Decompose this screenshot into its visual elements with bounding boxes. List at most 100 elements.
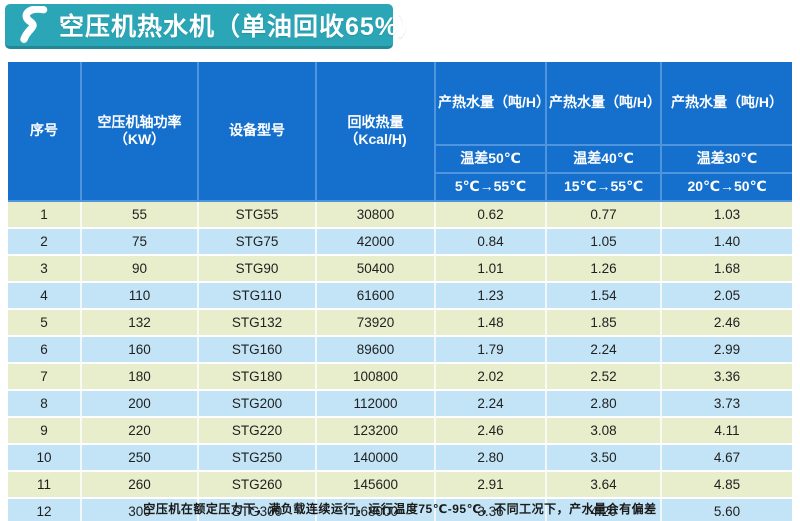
cell-model: STG55 <box>199 202 317 229</box>
table-row: 12 300 STG300 168000 3.36 4.20 5.60 <box>8 499 792 521</box>
cell-recovered-heat: 123200 <box>317 418 436 445</box>
header-range-40: 15℃→55℃ <box>547 174 662 202</box>
logo-icon <box>20 6 48 43</box>
cell-seq: 11 <box>8 472 82 499</box>
cell-model: STG90 <box>199 256 317 283</box>
cell-hot-water-50: 2.46 <box>436 418 547 445</box>
cell-hot-water-40: 4.20 <box>547 499 662 521</box>
cell-hot-water-30: 4.85 <box>662 472 792 499</box>
cell-recovered-heat: 100800 <box>317 364 436 391</box>
header-recovered-heat-line2: （Kcal/H) <box>344 131 407 147</box>
table-row: 10 250 STG250 140000 2.80 3.50 4.67 <box>8 445 792 472</box>
cell-seq: 2 <box>8 229 82 256</box>
header-shaft-power-line1: 空压机轴功率 <box>97 113 182 130</box>
cell-shaft-power: 160 <box>82 337 199 364</box>
header-model: 设备型号 <box>199 62 317 202</box>
header-hot-water-40: 产热水量（吨/H） <box>547 62 662 146</box>
cell-shaft-power: 55 <box>82 202 199 229</box>
cell-recovered-heat: 30800 <box>317 202 436 229</box>
cell-hot-water-30: 1.68 <box>662 256 792 283</box>
cell-hot-water-50: 1.48 <box>436 310 547 337</box>
cell-hot-water-50: 2.91 <box>436 472 547 499</box>
cell-recovered-heat: 89600 <box>317 337 436 364</box>
table-row: 11 260 STG260 145600 2.91 3.64 4.85 <box>8 472 792 499</box>
cell-hot-water-50: 0.84 <box>436 229 547 256</box>
cell-recovered-heat: 112000 <box>317 391 436 418</box>
cell-hot-water-40: 1.26 <box>547 256 662 283</box>
cell-hot-water-30: 4.67 <box>662 445 792 472</box>
cell-recovered-heat: 61600 <box>317 283 436 310</box>
cell-model: STG260 <box>199 472 317 499</box>
cell-recovered-heat: 140000 <box>317 445 436 472</box>
cell-hot-water-50: 1.79 <box>436 337 547 364</box>
header-diff-50: 温差50℃ <box>436 146 547 174</box>
cell-shaft-power: 300 <box>82 499 199 521</box>
cell-hot-water-30: 2.05 <box>662 283 792 310</box>
cell-hot-water-30: 1.03 <box>662 202 792 229</box>
cell-seq: 10 <box>8 445 82 472</box>
cell-hot-water-50: 2.24 <box>436 391 547 418</box>
header-recovered-heat-line1: 回收热量 <box>347 113 404 130</box>
cell-hot-water-40: 2.24 <box>547 337 662 364</box>
cell-hot-water-30: 2.46 <box>662 310 792 337</box>
cell-shaft-power: 200 <box>82 391 199 418</box>
cell-hot-water-40: 2.80 <box>547 391 662 418</box>
header-diff-30: 温差30℃ <box>662 146 792 174</box>
cell-recovered-heat: 145600 <box>317 472 436 499</box>
table-body: 1 55 STG55 30800 0.62 0.77 1.03 2 7 5 STG… <box>8 202 792 521</box>
cell-seq: 8 <box>8 391 82 418</box>
cell-seq: 12 <box>8 499 82 521</box>
cell-shaft-power: 110 <box>82 283 199 310</box>
cell-seq: 1 <box>8 202 82 229</box>
table-row: 8 200 STG200 112000 2.24 2.80 3.73 <box>8 391 792 418</box>
cell-shaft-power: 250 <box>82 445 199 472</box>
cell-hot-water-30: 2.99 <box>662 337 792 364</box>
header-shaft-power-line2: （KW） <box>113 131 166 147</box>
cell-hot-water-40: 0.77 <box>547 202 662 229</box>
table-row: 5 132 STG132 73920 1.48 1.85 2.46 <box>8 310 792 337</box>
cell-model: STG300 <box>199 499 317 521</box>
cell-hot-water-30: 3.73 <box>662 391 792 418</box>
cell-hot-water-30: 3.36 <box>662 364 792 391</box>
cell-recovered-heat: 50400 <box>317 256 436 283</box>
spec-table: 序号 空压机轴功率 （KW） 设备型号 回收热量 （Kcal/H) 产热水量（吨… <box>8 62 792 521</box>
table-row: 3 90 STG90 50400 1.01 1.26 1.68 <box>8 256 792 283</box>
cell-shaft-power: 180 <box>82 364 199 391</box>
table-row: 1 55 STG55 30800 0.62 0.77 1.03 <box>8 202 792 229</box>
cell-shaft-power: 90 <box>82 256 199 283</box>
cell-hot-water-50: 3.36 <box>436 499 547 521</box>
header-hot-water-50: 产热水量（吨/H） <box>436 62 547 146</box>
cell-seq: 6 <box>8 337 82 364</box>
cell-model: STG75 <box>199 229 317 256</box>
table-header: 序号 空压机轴功率 （KW） 设备型号 回收热量 （Kcal/H) 产热水量（吨… <box>8 62 792 202</box>
cell-model: STG200 <box>199 391 317 418</box>
cell-seq: 3 <box>8 256 82 283</box>
cell-shaft-power: 260 <box>82 472 199 499</box>
cell-hot-water-40: 3.08 <box>547 418 662 445</box>
cell-seq: 9 <box>8 418 82 445</box>
cell-model: STG250 <box>199 445 317 472</box>
cell-shaft-power: 132 <box>82 310 199 337</box>
cell-seq: 4 <box>8 283 82 310</box>
cell-hot-water-30: 1.40 <box>662 229 792 256</box>
cell-hot-water-40: 3.64 <box>547 472 662 499</box>
cell-recovered-heat: 168000 <box>317 499 436 521</box>
cell-hot-water-40: 3.50 <box>547 445 662 472</box>
cell-seq: 5 <box>8 310 82 337</box>
title-bar: 空压机热水机（单油回收65%） <box>5 4 423 49</box>
cell-model: STG160 <box>199 337 317 364</box>
table-row: 6 160 STG160 89600 1.79 2.24 2.99 <box>8 337 792 364</box>
header-range-50: 5℃→55℃ <box>436 174 547 202</box>
footer-note: 空压机在额定压力下，满负载连续运行，运行温度75℃-95℃，不同工况下，产水量会… <box>143 502 657 516</box>
cell-recovered-heat: 42000 <box>317 229 436 256</box>
header-recovered-heat: 回收热量 （Kcal/H) <box>317 62 436 202</box>
cell-hot-water-50: 0.62 <box>436 202 547 229</box>
table-row: 7 180 STG180 100800 2.02 2.52 3.36 <box>8 364 792 391</box>
header-shaft-power: 空压机轴功率 （KW） <box>82 62 199 202</box>
cell-hot-water-50: 2.02 <box>436 364 547 391</box>
cell-model: STG220 <box>199 418 317 445</box>
table-row: 9 220 STG220 123200 2.46 3.08 4.11 <box>8 418 792 445</box>
header-range-30: 20℃→50℃ <box>662 174 792 202</box>
cell-model: STG110 <box>199 283 317 310</box>
cell-seq: 7 <box>8 364 82 391</box>
